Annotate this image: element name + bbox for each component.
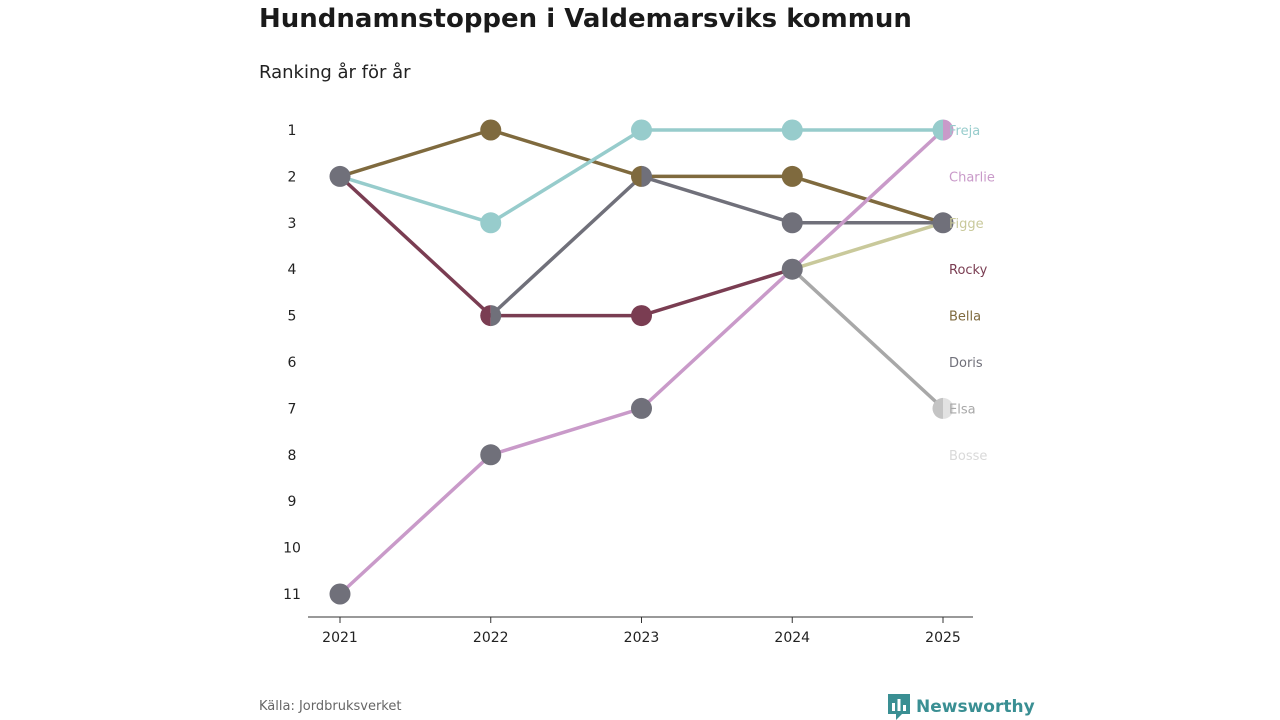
data-point bbox=[631, 305, 652, 327]
data-point bbox=[480, 444, 502, 466]
data-point bbox=[781, 258, 803, 280]
legend-label-bosse: Bosse bbox=[949, 449, 987, 464]
data-point bbox=[329, 165, 351, 187]
y-tick-label: 4 bbox=[288, 262, 297, 278]
point-marker bbox=[480, 212, 502, 234]
data-point bbox=[932, 119, 954, 141]
series-line-elsa bbox=[790, 267, 945, 411]
legend-label-charlie: Charlie bbox=[949, 170, 995, 185]
y-axis: 1 2 3 4 5 6 7 8 9 10 11 bbox=[283, 123, 301, 603]
series-line-rocky bbox=[338, 174, 794, 318]
data-point bbox=[631, 165, 652, 187]
y-tick-label: 8 bbox=[288, 448, 297, 464]
point-marker bbox=[631, 119, 652, 141]
data-point bbox=[631, 119, 652, 141]
y-tick-label: 3 bbox=[288, 216, 297, 232]
point-marker-left bbox=[480, 305, 491, 327]
point-marker-right bbox=[943, 397, 954, 419]
point-marker bbox=[480, 119, 502, 141]
x-tick-label: 2024 bbox=[774, 630, 810, 646]
brand-name: Newsworthy bbox=[916, 697, 1035, 717]
y-tick-label: 1 bbox=[288, 123, 297, 139]
y-tick-label: 5 bbox=[288, 309, 297, 325]
point-marker bbox=[932, 212, 954, 234]
chart-title: Hundnamnstoppen i Valdemarsviks kommun bbox=[259, 4, 912, 34]
series-lines bbox=[338, 128, 945, 596]
point-marker-left bbox=[932, 397, 943, 419]
point-marker bbox=[631, 305, 652, 327]
data-point bbox=[932, 397, 954, 419]
y-tick-label: 10 bbox=[283, 541, 301, 557]
legend: Freja Charlie Figge Rocky Bella Doris Elsa Boss… bbox=[949, 124, 995, 464]
point-marker bbox=[480, 444, 502, 466]
x-axis: 2021 2022 2023 2024 2025 bbox=[308, 616, 973, 646]
data-point bbox=[480, 119, 502, 141]
data-point bbox=[480, 305, 502, 327]
y-tick-label: 11 bbox=[283, 587, 301, 603]
chart-subtitle: Ranking år för år bbox=[259, 62, 411, 83]
source-note: Källa: Jordbruksverket bbox=[259, 699, 402, 714]
data-point bbox=[329, 583, 351, 605]
data-points bbox=[329, 119, 954, 605]
data-point bbox=[781, 165, 803, 187]
bump-chart: 1 2 3 4 5 6 7 8 9 10 11 2021 2022 2023 2024 2025 Freja… bbox=[283, 119, 995, 646]
data-point bbox=[781, 212, 803, 234]
series-line-figge bbox=[790, 221, 945, 271]
point-marker-right bbox=[490, 305, 502, 327]
brand-logo[interactable]: Newsworthy bbox=[888, 694, 1035, 720]
x-tick-label: 2021 bbox=[322, 630, 358, 646]
series-line-doris bbox=[489, 174, 945, 318]
point-marker bbox=[329, 583, 351, 605]
point-marker bbox=[781, 165, 803, 187]
legend-label-freja: Freja bbox=[949, 124, 980, 139]
point-marker bbox=[781, 212, 803, 234]
data-point bbox=[781, 119, 803, 141]
y-tick-label: 9 bbox=[288, 494, 297, 510]
point-marker bbox=[781, 258, 803, 280]
legend-label-doris: Doris bbox=[949, 356, 983, 371]
legend-label-elsa: Elsa bbox=[949, 402, 976, 417]
x-tick-label: 2025 bbox=[925, 630, 961, 646]
data-point bbox=[932, 212, 954, 234]
point-marker bbox=[631, 397, 652, 419]
x-tick-label: 2023 bbox=[624, 630, 660, 646]
series-line-charlie bbox=[338, 128, 945, 596]
point-marker-left bbox=[631, 165, 642, 187]
data-point bbox=[480, 212, 502, 234]
legend-label-rocky: Rocky bbox=[949, 263, 988, 278]
point-marker-right bbox=[943, 119, 954, 141]
y-tick-label: 2 bbox=[288, 169, 297, 185]
y-tick-label: 7 bbox=[288, 401, 297, 417]
point-marker bbox=[329, 165, 351, 187]
data-point bbox=[631, 397, 652, 419]
point-marker bbox=[781, 119, 803, 141]
newsworthy-logo-icon bbox=[888, 694, 910, 720]
legend-label-bella: Bella bbox=[949, 310, 981, 325]
y-tick-label: 6 bbox=[288, 355, 297, 371]
point-marker-right bbox=[641, 165, 652, 187]
legend-label-figge: Figge bbox=[949, 217, 984, 232]
x-tick-label: 2022 bbox=[473, 630, 509, 646]
point-marker-left bbox=[932, 119, 943, 141]
